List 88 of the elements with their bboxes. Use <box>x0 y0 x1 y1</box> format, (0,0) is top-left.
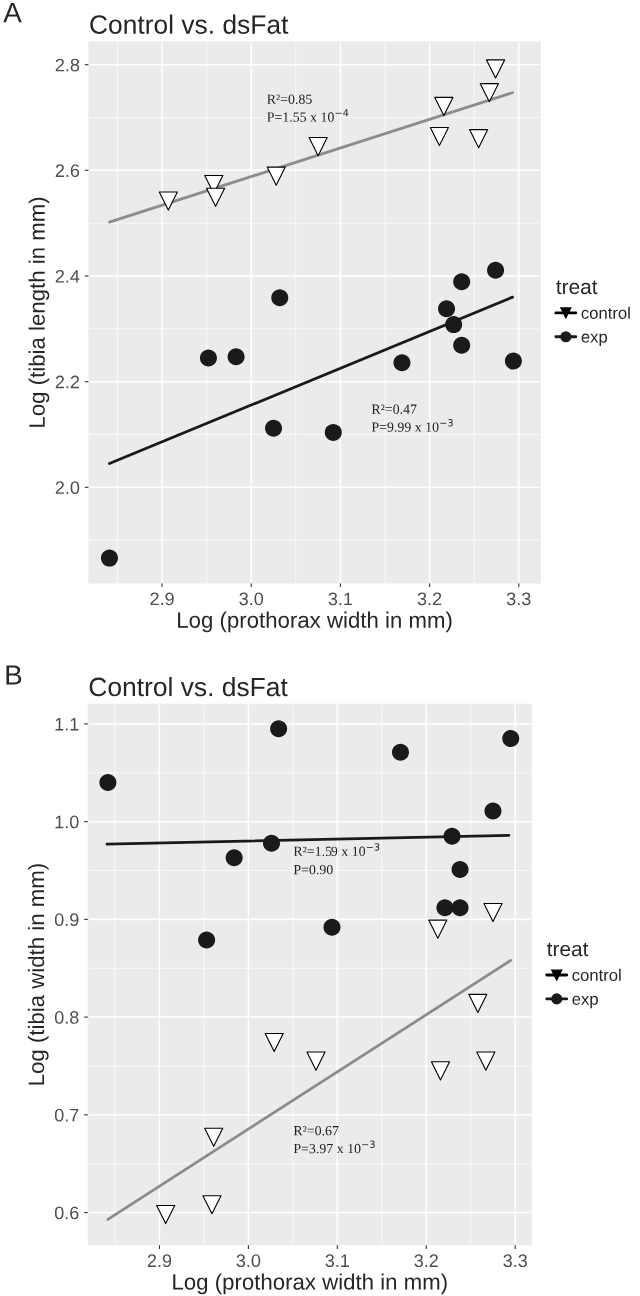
point <box>202 1195 222 1215</box>
chart-title: Control vs. dsFat <box>89 676 288 697</box>
y-tick-label: 0.7 <box>54 1108 79 1122</box>
point <box>225 849 243 867</box>
point <box>453 273 471 291</box>
point <box>479 83 499 103</box>
point <box>266 166 286 186</box>
point <box>429 126 450 147</box>
point <box>204 1127 224 1147</box>
point <box>158 191 178 211</box>
annotation: P=0.90 <box>293 864 333 875</box>
point <box>451 899 469 917</box>
point <box>476 1051 496 1071</box>
x-tick-label: 3.3 <box>506 592 531 606</box>
x-tick-label: 2.9 <box>147 1254 172 1268</box>
point <box>205 187 226 207</box>
point <box>199 349 217 367</box>
point <box>436 899 454 917</box>
text: A <box>3 3 22 23</box>
x-tick-label: 3.1 <box>328 592 353 606</box>
x-tick-label: 3.3 <box>503 1254 527 1268</box>
annotation: P=9.99 x 10$^{−3}$ <box>371 419 453 432</box>
x-tick-label: 3.2 <box>414 1254 438 1268</box>
annotation: R²=0.47 <box>371 404 417 414</box>
legend-title: treat <box>547 942 589 957</box>
point <box>198 931 216 949</box>
annotation: R²=0.67 <box>293 1125 339 1136</box>
point <box>484 802 502 820</box>
point <box>156 1204 176 1225</box>
text: B <box>6 665 22 685</box>
point <box>324 423 342 441</box>
chart-title: Control vs. dsFat <box>90 14 289 34</box>
y-tick-label: 2.0 <box>55 481 80 495</box>
y-tick-label: 0.6 <box>54 1206 79 1220</box>
point <box>468 993 488 1014</box>
point <box>434 96 454 117</box>
annotation: P=3.97 x 10$^{−3}$ <box>293 1140 375 1154</box>
point <box>430 1061 451 1081</box>
point <box>264 1032 284 1053</box>
point <box>451 861 469 879</box>
y-tick-label: 1.1 <box>55 718 79 731</box>
legend-title: treat <box>556 280 598 295</box>
point <box>428 919 448 939</box>
x-tick-label: 3.0 <box>236 1254 261 1268</box>
point <box>483 902 503 923</box>
y-tick-label: 0.8 <box>54 1011 79 1024</box>
point <box>443 827 461 845</box>
point <box>391 743 409 761</box>
point <box>227 348 245 366</box>
point <box>271 289 289 307</box>
y-axis-title: Log (tibia length in mm) <box>28 197 50 427</box>
point <box>453 336 471 354</box>
point <box>502 730 520 748</box>
y-tick-label: 1.0 <box>55 815 79 829</box>
point <box>308 136 328 157</box>
legend-label: exp <box>572 995 598 1009</box>
x-axis-title: Log (prothorax width in mm) <box>173 1273 447 1295</box>
point <box>393 354 411 372</box>
point <box>323 918 341 936</box>
y-tick-label: 2.8 <box>55 58 80 72</box>
y-tick-label: 0.9 <box>54 913 79 927</box>
legend-label: control <box>581 306 630 319</box>
point <box>270 720 288 738</box>
x-axis-title: Log (prothorax width in mm) <box>178 611 452 633</box>
point <box>487 261 505 279</box>
point <box>99 774 117 792</box>
point <box>438 300 456 318</box>
y-tick-label: 2.4 <box>55 269 80 283</box>
point <box>306 1051 326 1071</box>
point <box>469 129 489 149</box>
annotation: P=1.55 x 10$^{−4}$ <box>267 109 349 122</box>
point <box>504 352 522 370</box>
x-tick-label: 3.1 <box>325 1254 349 1268</box>
point <box>100 549 118 567</box>
y-axis-title: Log (tibia width in mm) <box>27 864 49 1085</box>
annotation: R²=1.59 x 10$^{−3}$ <box>293 843 380 857</box>
point <box>485 59 506 79</box>
point <box>265 419 283 437</box>
legend-label: exp <box>581 333 608 347</box>
x-tick-label: 3.0 <box>239 592 264 606</box>
y-tick-label: 2.6 <box>55 164 80 178</box>
point <box>263 834 281 852</box>
x-tick-label: 2.9 <box>150 592 174 606</box>
point <box>445 316 463 334</box>
x-tick-label: 3.2 <box>417 592 442 606</box>
y-tick-label: 2.2 <box>55 375 80 389</box>
legend-label: control <box>572 968 621 982</box>
annotation: R²=0.85 <box>267 94 312 104</box>
